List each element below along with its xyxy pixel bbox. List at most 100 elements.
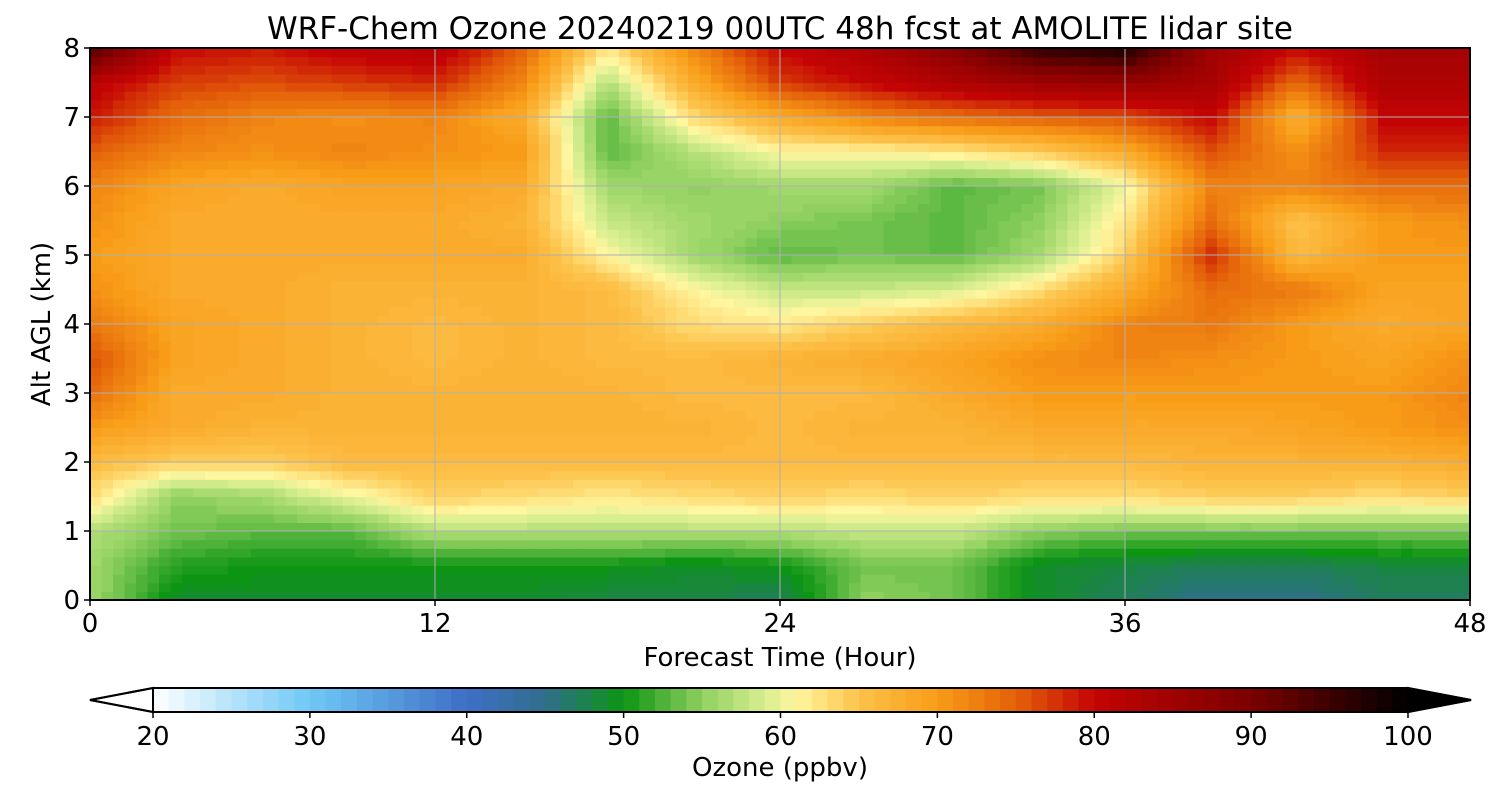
ozone-cell: [228, 522, 241, 532]
ozone-cell: [1217, 315, 1230, 325]
ozone-cell: [780, 332, 793, 342]
ozone-cell: [1458, 255, 1471, 265]
ozone-cell: [975, 548, 988, 558]
ozone-cell: [1079, 479, 1092, 489]
ozone-cell: [964, 289, 977, 299]
ozone-cell: [527, 358, 540, 368]
ozone-cell: [952, 591, 965, 601]
ozone-cell: [630, 470, 643, 480]
ozone-cell: [308, 280, 321, 291]
ozone-cell: [1297, 531, 1310, 541]
ozone-cell: [1274, 358, 1287, 368]
ozone-cell: [860, 393, 873, 403]
ozone-cell: [711, 237, 724, 247]
ozone-cell: [918, 556, 931, 567]
ozone-cell: [1205, 522, 1218, 532]
ozone-cell: [895, 375, 908, 385]
ozone-cell: [699, 470, 712, 480]
ozone-cell: [1021, 367, 1034, 377]
ozone-cell: [492, 444, 505, 454]
ozone-cell: [883, 237, 896, 247]
ozone-cell: [837, 496, 850, 506]
ozone-cell: [561, 418, 574, 429]
ozone-cell: [124, 384, 137, 394]
ozone-cell: [757, 255, 770, 265]
ozone-cell: [883, 462, 896, 472]
ozone-cell: [228, 298, 241, 308]
ozone-cell: [435, 539, 448, 549]
ozone-cell: [872, 479, 885, 489]
ozone-cell: [527, 582, 540, 592]
ozone-cell: [768, 367, 781, 377]
ozone-cell: [124, 324, 137, 334]
ozone-cell: [1389, 470, 1402, 480]
ozone-cell: [216, 418, 229, 429]
ozone-cell: [895, 246, 908, 256]
ozone-cell: [814, 539, 827, 549]
ozone-cell: [699, 556, 712, 567]
ozone-cell: [1412, 358, 1425, 368]
ozone-cell: [872, 358, 885, 368]
ozone-cell: [193, 548, 206, 558]
ozone-cell: [1010, 410, 1023, 420]
ozone-cell: [366, 479, 379, 489]
ozone-cell: [389, 479, 402, 489]
ozone-cell: [308, 324, 321, 334]
ozone-cell: [1102, 306, 1115, 316]
ozone-cell: [1401, 505, 1414, 515]
ozone-cell: [446, 427, 459, 437]
ozone-cell: [906, 393, 919, 403]
ozone-cell: [814, 272, 827, 282]
ozone-cell: [1056, 410, 1069, 420]
ozone-cell: [630, 505, 643, 515]
ozone-cell: [1274, 367, 1287, 377]
ozone-cell: [768, 522, 781, 532]
ozone-cell: [906, 539, 919, 549]
ozone-cell: [1102, 556, 1115, 567]
ozone-cell: [1102, 384, 1115, 394]
ozone-cell: [182, 341, 195, 351]
ozone-cell: [803, 444, 816, 454]
ozone-cell: [1010, 470, 1023, 480]
ozone-cell: [1113, 470, 1126, 480]
ozone-cell: [837, 410, 850, 420]
ozone-cell: [90, 531, 103, 541]
ozone-cell: [481, 513, 494, 523]
ozone-cell: [435, 246, 448, 256]
ozone-cell: [607, 237, 620, 247]
ozone-cell: [1217, 582, 1230, 592]
ozone-cell: [1205, 505, 1218, 515]
ozone-cell: [1424, 444, 1437, 454]
ozone-cell: [170, 315, 183, 325]
ozone-cell: [768, 513, 781, 523]
ozone-cell: [1309, 358, 1322, 368]
ozone-cell: [1458, 401, 1471, 411]
ozone-cell: [814, 255, 827, 265]
ozone-cell: [147, 436, 160, 446]
ozone-cell: [308, 341, 321, 351]
ozone-cell: [745, 565, 758, 575]
ozone-cell: [400, 237, 413, 247]
ozone-cell: [343, 582, 356, 592]
ozone-cell: [1182, 315, 1195, 325]
ozone-cell: [377, 453, 390, 463]
ozone-cell: [573, 487, 586, 498]
ozone-cell: [1044, 272, 1057, 282]
ozone-cell: [412, 470, 425, 480]
ozone-cell: [895, 582, 908, 592]
ozone-cell: [987, 574, 1000, 584]
ozone-cell: [550, 496, 563, 506]
ozone-cell: [1067, 531, 1080, 541]
ozone-cell: [1067, 393, 1080, 403]
ozone-cell: [274, 341, 287, 351]
ozone-cell: [1297, 410, 1310, 420]
ozone-cell: [814, 306, 827, 316]
ozone-cell: [90, 306, 103, 316]
ozone-cell: [573, 548, 586, 558]
ozone-cell: [1355, 531, 1368, 541]
ozone-cell: [251, 401, 264, 411]
ozone-cell: [285, 332, 298, 342]
ozone-cell: [1424, 306, 1437, 316]
ozone-cell: [665, 306, 678, 316]
ozone-cell: [1309, 582, 1322, 592]
